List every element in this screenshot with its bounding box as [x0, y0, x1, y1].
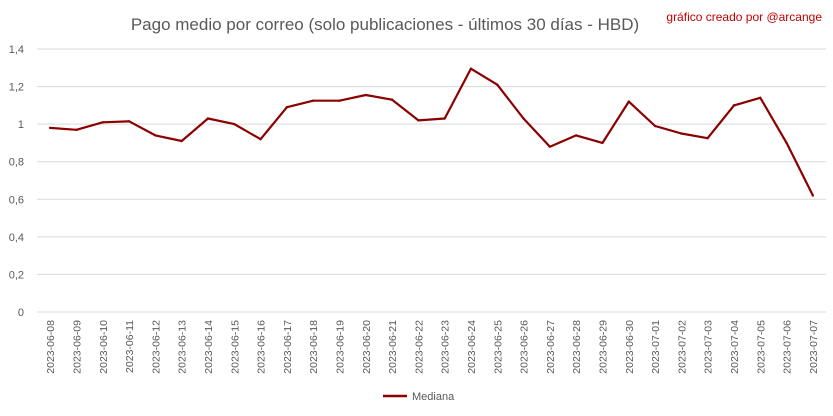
legend: Mediana [383, 391, 455, 403]
data-point [48, 126, 52, 130]
x-tick-label: 2023-07-07 [808, 320, 820, 374]
x-tick-label: 2023-07-02 [676, 320, 688, 374]
gridlines [37, 48, 826, 313]
legend-label: Mediana [412, 391, 455, 403]
y-tick-label: 0,8 [9, 157, 24, 169]
x-tick-label: 2023-06-29 [597, 320, 609, 374]
x-tick-label: 2023-06-28 [571, 320, 583, 374]
data-point [311, 99, 315, 102]
y-tick-label: 0,4 [9, 232, 24, 244]
data-point [469, 67, 473, 70]
data-point [574, 134, 578, 137]
y-tick-label: 1 [18, 119, 24, 131]
x-axis-ticks: 2023-06-08 2023-06-09 2023-06-10 2023-06-11… [45, 320, 820, 374]
y-tick-label: 1,2 [9, 82, 24, 94]
y-axis-ticks: 0 0,2 0,4 0,6 0,8 1 1,2 1,4 [9, 44, 24, 319]
data-point [259, 137, 262, 141]
data-point [364, 93, 367, 97]
x-tick-label: 2023-06-09 [71, 320, 83, 374]
data-point [627, 100, 630, 103]
x-tick-label: 2023-07-05 [755, 320, 767, 374]
y-tick-label: 0 [18, 307, 24, 319]
data-point [706, 137, 709, 140]
data-point [601, 141, 604, 145]
data-point [390, 98, 394, 101]
x-tick-label: 2023-06-19 [334, 320, 346, 374]
data-point [811, 194, 815, 197]
chart-title: Pago medio por correo (solo publicacione… [131, 15, 639, 34]
x-tick-label: 2023-06-15 [229, 320, 241, 374]
data-point [548, 145, 552, 148]
x-tick-label: 2023-07-04 [729, 320, 741, 374]
data-point [417, 119, 420, 122]
x-tick-label: 2023-06-17 [282, 320, 294, 374]
data-point [522, 117, 525, 120]
x-tick-label: 2023-07-03 [703, 320, 715, 374]
x-tick-label: 2023-06-14 [203, 320, 215, 374]
x-tick-label: 2023-06-18 [308, 320, 320, 374]
data-point [732, 104, 736, 107]
data-point [759, 96, 762, 100]
x-tick-label: 2023-06-25 [492, 320, 504, 374]
x-tick-label: 2023-06-24 [466, 320, 478, 374]
data-point [154, 134, 157, 137]
x-tick-label: 2023-06-26 [519, 320, 531, 374]
data-point [233, 122, 236, 126]
data-point [75, 128, 78, 131]
x-tick-label: 2023-07-01 [650, 320, 662, 374]
y-tick-label: 1,4 [9, 44, 24, 56]
x-tick-label: 2023-06-12 [150, 320, 162, 374]
data-point [680, 132, 683, 135]
series-layer [48, 67, 815, 197]
x-tick-label: 2023-06-10 [98, 320, 110, 374]
x-tick-label: 2023-06-21 [387, 320, 399, 374]
data-point [101, 121, 104, 124]
x-tick-label: 2023-06-30 [624, 320, 636, 374]
x-tick-label: 2023-06-20 [361, 320, 373, 374]
data-point [785, 141, 788, 145]
series-line-mediana [50, 67, 814, 196]
data-point [338, 99, 341, 102]
x-tick-label: 2023-06-16 [256, 320, 268, 374]
y-tick-label: 0,6 [9, 194, 24, 206]
x-tick-label: 2023-07-06 [782, 320, 794, 374]
y-tick-label: 0,2 [9, 269, 24, 281]
x-tick-label: 2023-06-13 [177, 320, 189, 374]
x-tick-label: 2023-06-27 [545, 320, 557, 374]
x-tick-label: 2023-06-23 [440, 320, 452, 374]
x-tick-label: 2023-06-11 [124, 320, 136, 373]
data-point [180, 139, 183, 143]
x-tick-label: 2023-06-22 [413, 320, 425, 374]
data-point [206, 117, 210, 120]
x-tick-label: 2023-06-08 [45, 320, 57, 374]
data-point [127, 120, 131, 123]
chart-credit: gráfico creado por @arcange [666, 10, 822, 24]
data-point [653, 124, 657, 128]
data-point [443, 117, 446, 120]
data-point [496, 83, 499, 86]
data-point [285, 106, 289, 109]
